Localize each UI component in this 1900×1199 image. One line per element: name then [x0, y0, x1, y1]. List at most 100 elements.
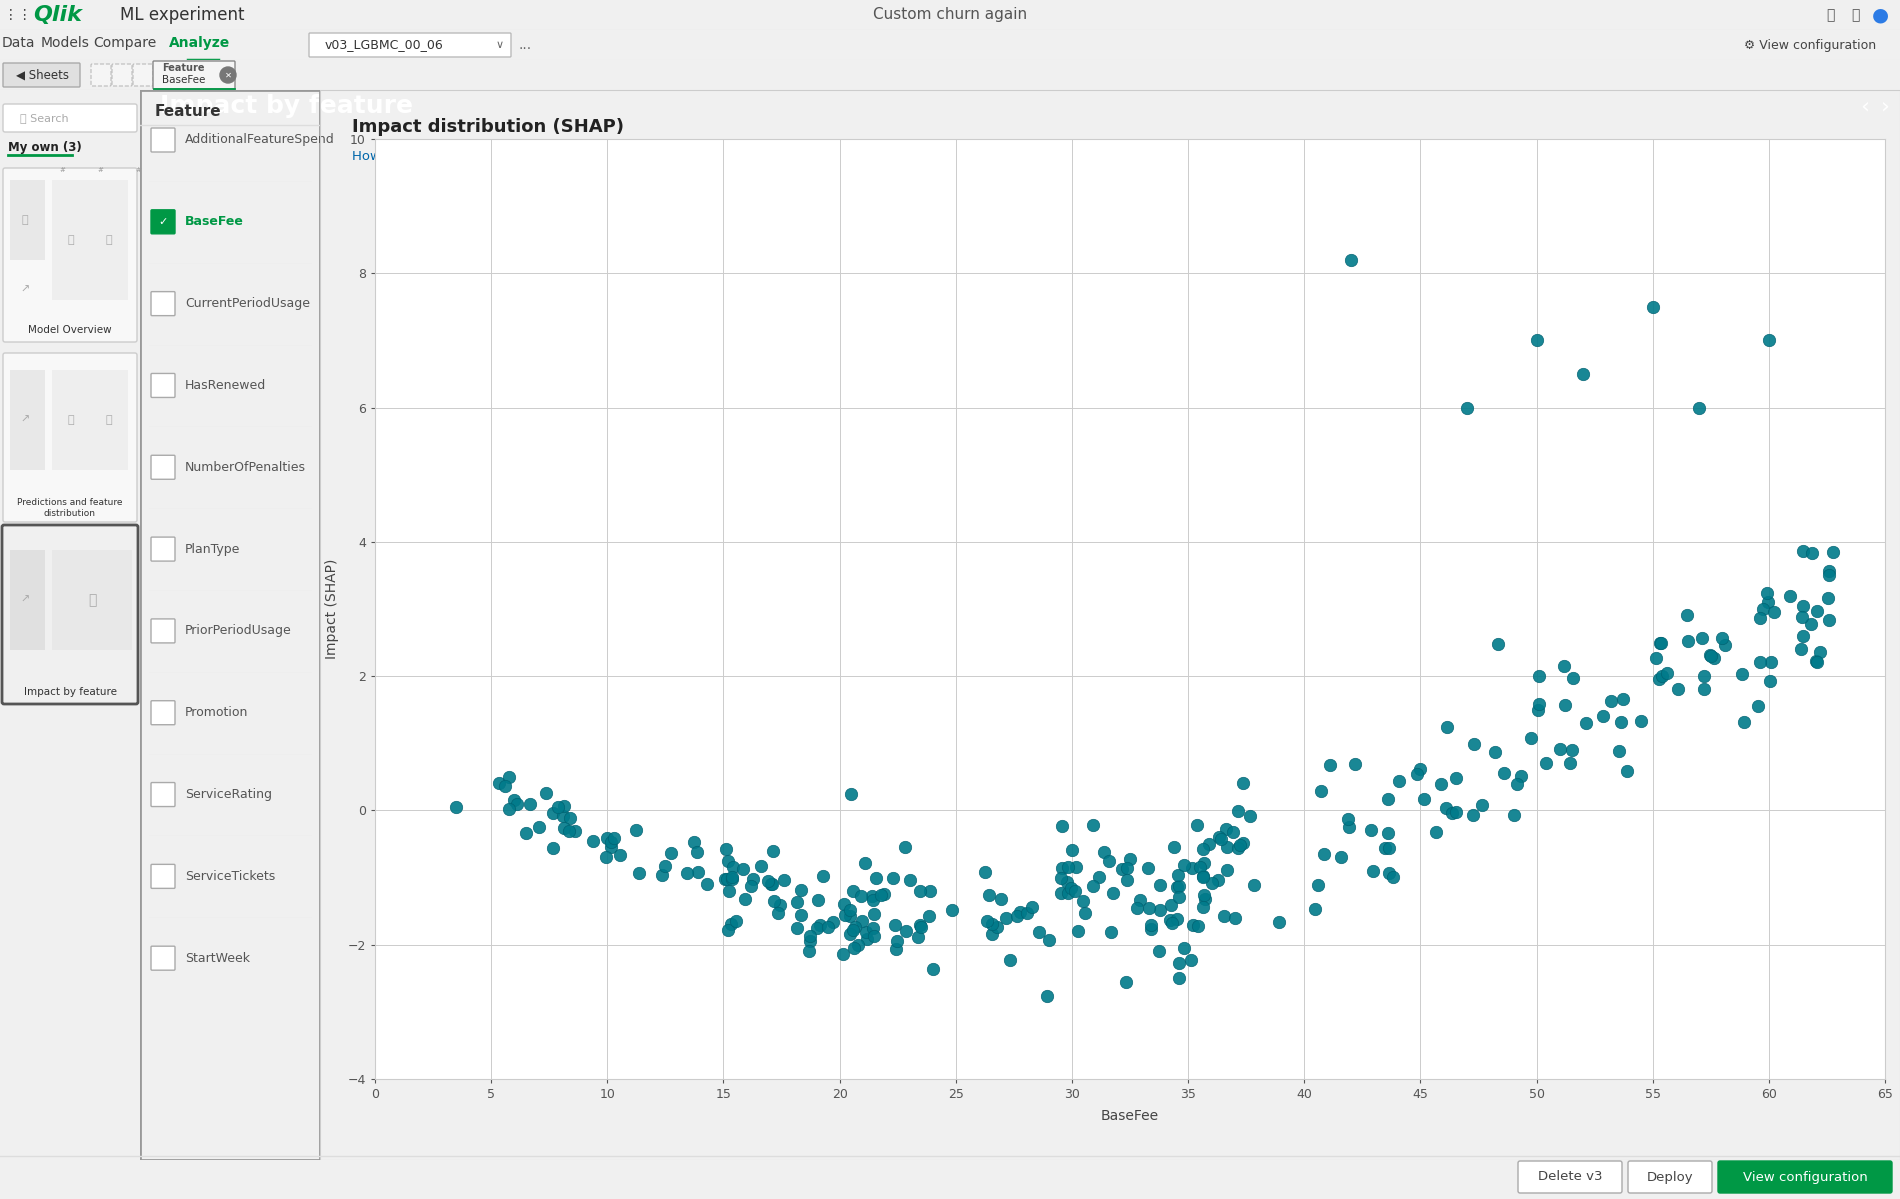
- Point: [859, 927, 889, 946]
- Point: [1070, 903, 1100, 922]
- Point: [806, 916, 836, 935]
- Text: Impact distribution (SHAP): Impact distribution (SHAP): [352, 119, 623, 137]
- Point: [971, 911, 1001, 930]
- Text: ‹: ‹: [1860, 96, 1870, 116]
- Point: [1748, 600, 1778, 619]
- Point: [604, 845, 635, 864]
- Point: [1060, 857, 1091, 876]
- Point: [1136, 920, 1167, 939]
- Point: [515, 795, 545, 814]
- FancyBboxPatch shape: [150, 291, 175, 315]
- Point: [1710, 635, 1740, 655]
- Point: [1744, 652, 1775, 671]
- Point: [547, 807, 578, 826]
- Point: [1184, 916, 1214, 935]
- Point: [1813, 566, 1843, 585]
- Text: Compare: Compare: [93, 36, 156, 50]
- FancyBboxPatch shape: [150, 537, 175, 561]
- Point: [794, 927, 825, 946]
- Point: [880, 916, 910, 935]
- Point: [737, 869, 768, 888]
- Point: [977, 915, 1007, 934]
- Point: [549, 796, 579, 815]
- Text: 🧩: 🧩: [68, 235, 74, 245]
- Point: [1210, 819, 1241, 838]
- Text: Models: Models: [40, 36, 89, 50]
- Text: CurrentPeriodUsage: CurrentPeriodUsage: [184, 297, 310, 311]
- Point: [494, 767, 524, 787]
- Text: Feature: Feature: [162, 64, 205, 73]
- Point: [766, 896, 796, 915]
- Point: [1047, 858, 1077, 878]
- Point: [560, 821, 591, 840]
- Text: Promotion: Promotion: [184, 706, 249, 719]
- Point: [712, 851, 743, 870]
- Point: [1754, 331, 1784, 350]
- Point: [1309, 844, 1340, 863]
- Point: [730, 890, 760, 909]
- Text: Delete v3: Delete v3: [1537, 1170, 1602, 1183]
- Point: [1235, 807, 1265, 826]
- Point: [1208, 906, 1239, 926]
- Point: [623, 863, 654, 882]
- Point: [802, 918, 832, 938]
- FancyBboxPatch shape: [4, 64, 80, 88]
- Text: ›: ›: [1881, 96, 1889, 116]
- Point: [1372, 789, 1402, 808]
- Point: [1083, 867, 1113, 886]
- FancyBboxPatch shape: [150, 700, 175, 724]
- Point: [866, 885, 897, 904]
- Point: [1645, 633, 1676, 652]
- Point: [1305, 781, 1336, 800]
- Point: [1264, 912, 1294, 932]
- Point: [819, 912, 849, 932]
- Text: 📊: 📊: [106, 415, 112, 424]
- Point: [1383, 771, 1414, 790]
- Point: [1756, 671, 1786, 691]
- Point: [1452, 398, 1482, 417]
- Point: [813, 917, 844, 936]
- Point: [1440, 769, 1471, 788]
- Point: [1157, 914, 1188, 933]
- Text: ●: ●: [1872, 6, 1889, 24]
- Text: My own (3): My own (3): [8, 141, 82, 155]
- Point: [844, 935, 874, 954]
- FancyBboxPatch shape: [150, 456, 175, 480]
- Point: [1459, 735, 1490, 754]
- Point: [783, 918, 813, 938]
- Point: [859, 904, 889, 923]
- Point: [524, 818, 555, 837]
- Point: [1112, 858, 1142, 878]
- Point: [1123, 898, 1153, 917]
- Point: [1699, 647, 1729, 667]
- FancyBboxPatch shape: [2, 525, 139, 704]
- Point: [1144, 941, 1174, 960]
- Point: [1402, 765, 1433, 784]
- Point: [1548, 656, 1579, 675]
- FancyBboxPatch shape: [112, 64, 131, 86]
- Point: [1484, 634, 1514, 653]
- Text: BaseFee: BaseFee: [184, 216, 243, 228]
- Point: [1159, 837, 1189, 856]
- Point: [781, 892, 811, 911]
- FancyBboxPatch shape: [150, 373, 175, 397]
- Point: [1060, 881, 1091, 900]
- Point: [712, 920, 743, 939]
- FancyBboxPatch shape: [154, 61, 236, 89]
- Point: [1098, 884, 1129, 903]
- Point: [914, 906, 944, 926]
- Text: StartWeek: StartWeek: [184, 952, 251, 965]
- Point: [1786, 639, 1816, 658]
- Point: [828, 944, 859, 963]
- Point: [828, 894, 859, 914]
- Point: [553, 821, 583, 840]
- Point: [716, 867, 747, 886]
- Point: [1182, 815, 1212, 835]
- Point: [1674, 631, 1704, 650]
- Point: [1801, 651, 1832, 670]
- Text: ServiceRating: ServiceRating: [184, 788, 272, 801]
- Text: v03_LGBMC_00_06: v03_LGBMC_00_06: [325, 38, 445, 52]
- Point: [1706, 629, 1737, 649]
- Point: [1155, 896, 1186, 915]
- FancyBboxPatch shape: [150, 783, 175, 807]
